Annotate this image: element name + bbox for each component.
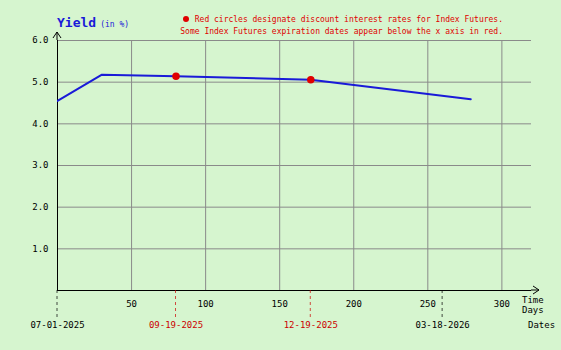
html-text:Time: Time [522, 295, 544, 305]
svg-text:6.0: 6.0 [32, 35, 48, 45]
html-text:Days: Days [522, 305, 544, 315]
svg-text:07-01-2025: 07-01-2025 [30, 320, 84, 330]
svg-text:03-18-2026: 03-18-2026 [416, 320, 470, 330]
svg-text:1.0: 1.0 [32, 244, 48, 254]
svg-text:50: 50 [126, 299, 137, 309]
svg-text:09-19-2025: 09-19-2025 [149, 320, 203, 330]
html-text:Red circles designate discount: Red circles designate discount interest … [194, 15, 503, 24]
html-text:Yield (in %): Yield (in %) [57, 15, 129, 30]
html-text:Dates: Dates [528, 320, 556, 330]
svg-text:3.0: 3.0 [32, 160, 48, 170]
svg-text:150: 150 [272, 299, 288, 309]
svg-text:5.0: 5.0 [32, 77, 48, 87]
svg-text:2.0: 2.0 [32, 202, 48, 212]
svg-text:200: 200 [346, 299, 362, 309]
svg-text:4.0: 4.0 [32, 119, 48, 129]
svg-text:300: 300 [494, 299, 510, 309]
html-text:Some Index Futures expiration: Some Index Futures expiration dates appe… [180, 27, 503, 36]
svg-text:100: 100 [197, 299, 213, 309]
svg-text:12-19-2025: 12-19-2025 [284, 320, 338, 330]
svg-text:250: 250 [420, 299, 436, 309]
